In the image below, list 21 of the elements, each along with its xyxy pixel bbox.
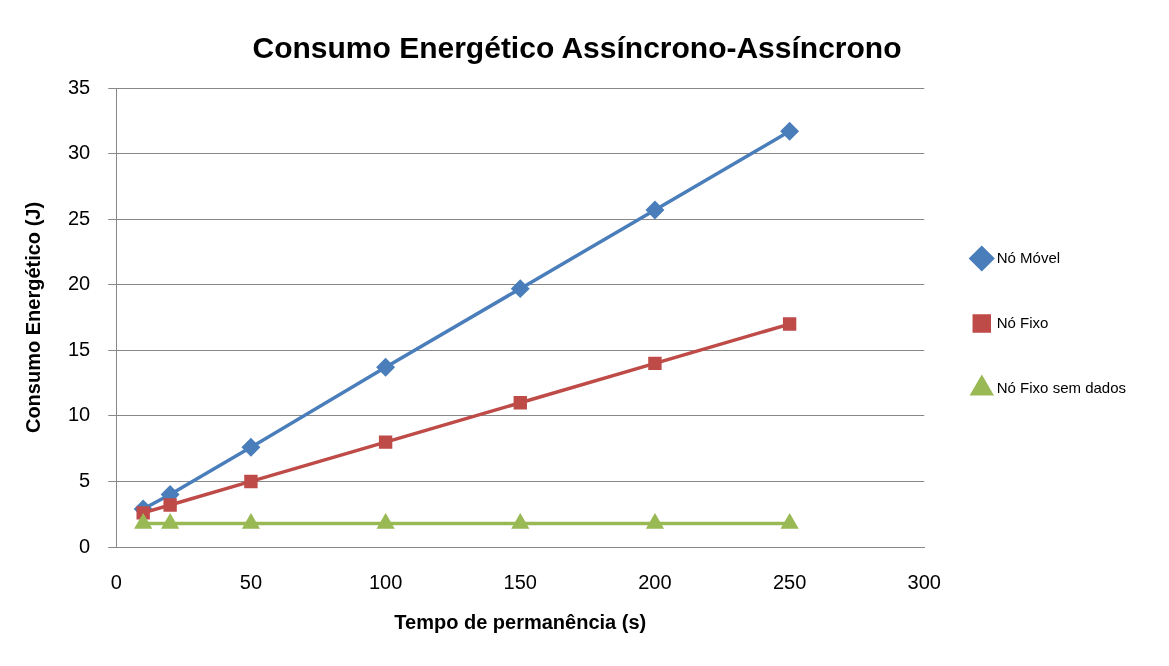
y-tick-label: 0 <box>79 534 91 557</box>
legend-label: Nó Móvel <box>996 248 1061 266</box>
x-tick-label: 150 <box>503 570 537 593</box>
legend-label: Nó Fixo sem dados <box>996 378 1127 396</box>
y-tick-label: 5 <box>79 468 91 491</box>
chart-title: Consumo Energético Assíncrono-Assíncrono <box>252 31 902 65</box>
y-tick-label: 30 <box>68 141 91 164</box>
x-tick-label: 50 <box>239 570 263 593</box>
y-tick-label: 20 <box>68 272 91 295</box>
x-tick-label: 250 <box>772 570 807 593</box>
x-tick-label: 300 <box>907 570 941 593</box>
x-tick-label: 100 <box>368 570 403 593</box>
legend-label: Nó Fixo <box>996 313 1049 331</box>
x-axis-title: Tempo de permanência (s) <box>394 610 647 633</box>
y-tick-label: 35 <box>68 75 91 98</box>
y-axis-title: Consumo Energético (J) <box>21 201 44 434</box>
y-tick-label: 15 <box>68 337 91 360</box>
y-tick-label: 10 <box>68 403 91 426</box>
x-tick-label: 0 <box>110 570 122 593</box>
x-tick-label: 200 <box>638 570 672 593</box>
y-tick-label: 25 <box>68 206 91 229</box>
